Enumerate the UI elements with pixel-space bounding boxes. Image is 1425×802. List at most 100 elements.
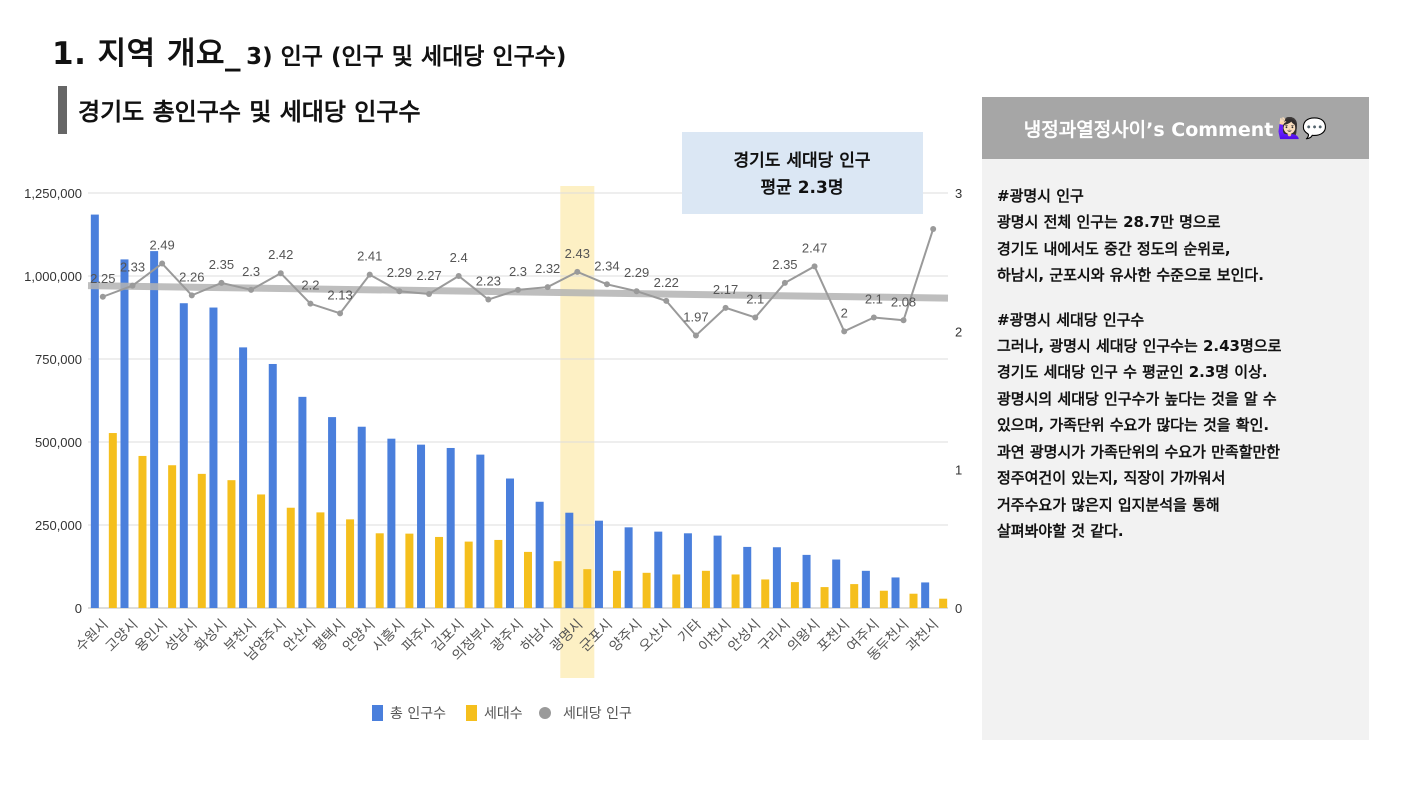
- bar-households: [464, 541, 473, 608]
- x-category-label: 구리시: [755, 617, 794, 656]
- y-left-tick: 750,000: [35, 352, 82, 367]
- comment-line: 있으며, 가족단위 수요가 많다는 것을 확인.: [997, 416, 1270, 434]
- line-point: [603, 281, 610, 288]
- bar-total-population: [624, 527, 633, 608]
- line-point: [841, 328, 848, 335]
- data-label: 2.32: [535, 261, 560, 276]
- data-label: 2: [841, 305, 848, 320]
- line-point: [366, 271, 373, 278]
- comment-panel: 냉정과열정사이’s Comment 🙋🏻‍♀️💬 #광명시 인구 광명시 전체 …: [982, 97, 1369, 740]
- bar-total-population: [506, 478, 514, 608]
- comment-body: #광명시 인구 광명시 전체 인구는 28.7만 명으로 경기도 내에서도 중간…: [982, 159, 1369, 545]
- population-highlight: 28.7만 명: [1123, 213, 1193, 231]
- bar-total-population: [476, 454, 485, 608]
- bar-total-population: [683, 533, 692, 608]
- bar-households: [761, 579, 770, 608]
- comment-line: 광명시 전체 인구는 28.7만 명으로: [997, 213, 1221, 231]
- page-title: 1. 지역 개요_ 3) 인구 (인구 및 세대당 인구수): [52, 28, 566, 73]
- bar-total-population: [209, 307, 218, 608]
- bar-households: [790, 582, 799, 608]
- data-label: 2.2: [301, 278, 319, 293]
- legend-label: 세대수: [484, 706, 523, 722]
- line-point: [396, 288, 403, 295]
- bar-households: [820, 587, 829, 608]
- bar-households: [909, 593, 918, 608]
- bar-total-population: [387, 438, 396, 608]
- line-point: [900, 317, 907, 324]
- line-point: [930, 225, 937, 232]
- legend-label: 세대당 인구: [563, 706, 632, 722]
- bar-total-population: [654, 531, 663, 608]
- data-label: 2.29: [624, 265, 649, 280]
- bar-total-population: [90, 214, 99, 608]
- line-point: [248, 286, 255, 293]
- x-category-label: 수원시: [73, 617, 112, 656]
- bar-total-population: [446, 447, 455, 608]
- x-category-label: 고양시: [103, 617, 142, 656]
- y-right-tick: 0: [955, 601, 962, 616]
- comment-line: 광명시의 세대당 인구수가 높다는 것을 알 수: [997, 389, 1277, 408]
- comment-line: 경기도 내에서도 중간 정도의 순위로,: [997, 239, 1231, 258]
- x-category-label: 파주시: [399, 617, 438, 656]
- data-label: 2.22: [654, 275, 679, 290]
- bar-households: [257, 494, 266, 608]
- data-label: 2.1: [865, 292, 883, 307]
- line-point: [752, 314, 759, 321]
- bar-households: [642, 572, 651, 608]
- x-category-label: 시흥시: [370, 617, 409, 656]
- x-category-label: 포천시: [814, 617, 853, 656]
- data-label: 2.47: [802, 240, 827, 255]
- bar-total-population: [772, 547, 781, 608]
- average-box-line2: 평균 2.3명: [761, 178, 844, 198]
- bar-households: [227, 480, 236, 608]
- y-right-tick: 3: [955, 186, 962, 201]
- bar-total-population: [239, 347, 248, 608]
- comment-line: 하남시, 군포시와 유사한 수준으로 보인다.: [997, 266, 1264, 284]
- bar-total-population: [743, 546, 752, 608]
- data-label: 2.33: [120, 260, 145, 275]
- bar-households: [435, 536, 444, 608]
- x-category-label: 이천시: [696, 617, 735, 656]
- bar-households: [494, 539, 503, 608]
- average-box: [682, 132, 923, 214]
- bar-total-population: [713, 535, 722, 608]
- x-category-label: 용인시: [132, 617, 171, 656]
- bar-total-population: [417, 444, 426, 608]
- bar-households: [405, 533, 414, 608]
- line-point: [544, 284, 551, 291]
- bar-total-population: [861, 570, 870, 608]
- line-point: [337, 310, 344, 317]
- comment-line: 경기도 세대당 인구 수 평균인 2.3명 이상.: [997, 363, 1268, 381]
- line-point: [692, 332, 699, 339]
- bar-households: [879, 590, 888, 608]
- bar-total-population: [120, 259, 129, 608]
- data-label: 2.34: [594, 258, 619, 273]
- data-label: 2.49: [149, 238, 174, 253]
- comment-heading-household: #광명시 세대당 인구수: [997, 310, 1145, 329]
- bar-households: [138, 455, 147, 608]
- bar-households: [346, 519, 355, 608]
- data-label: 2.27: [416, 268, 441, 283]
- data-label: 2.41: [357, 249, 382, 264]
- x-category-label: 광주시: [488, 617, 527, 656]
- comment-line: 거주수요가 많은지 입지분석을 통해: [997, 495, 1220, 514]
- y-left-tick: 500,000: [35, 435, 82, 450]
- line-point: [870, 314, 877, 321]
- x-category-label: 화성시: [192, 617, 231, 656]
- line-point: [574, 268, 581, 275]
- data-label: 2.35: [772, 257, 797, 272]
- y-right-tick: 1: [955, 463, 962, 478]
- line-point: [99, 293, 106, 300]
- legend-swatch: [539, 707, 551, 719]
- line-point: [218, 279, 225, 286]
- y-right-tick: 2: [955, 324, 962, 339]
- data-label: 2.13: [327, 287, 352, 302]
- bar-total-population: [535, 501, 544, 608]
- data-label: 2.42: [268, 247, 293, 262]
- comment-heading-population: #광명시 인구: [997, 187, 1084, 205]
- line-point: [515, 286, 521, 293]
- bar-households: [168, 465, 177, 608]
- line-point: [811, 263, 818, 270]
- data-label: 2.1: [746, 292, 764, 307]
- bar-total-population: [179, 303, 188, 608]
